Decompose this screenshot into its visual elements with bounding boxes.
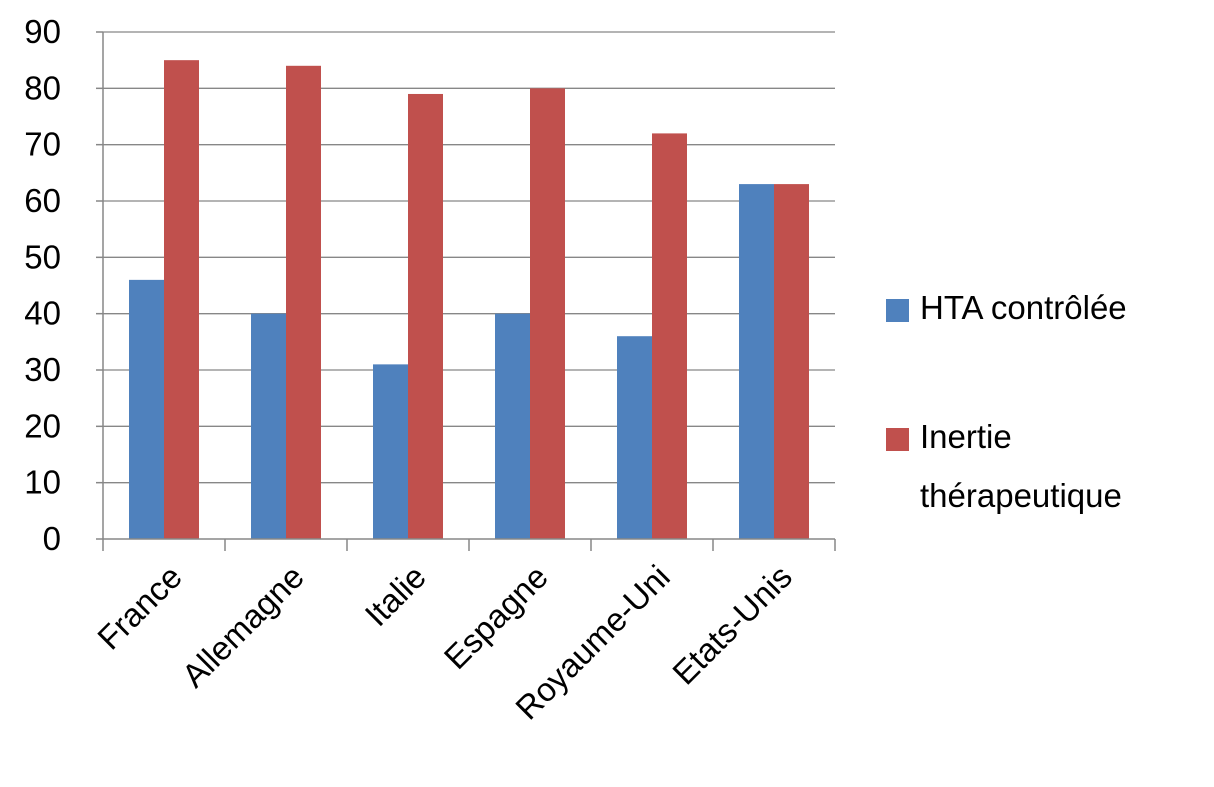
bar-inertie-therapeutique — [408, 93, 443, 539]
bar-hta-controlee — [129, 279, 164, 539]
axes — [96, 31, 836, 551]
gridlines — [103, 31, 835, 484]
y-tick-label: 40 — [24, 295, 61, 332]
y-tick-label: 20 — [24, 407, 61, 444]
bar-inertie-therapeutique — [530, 88, 565, 539]
x-tick-label: Etats-Unis — [665, 558, 799, 692]
y-tick-label: 30 — [24, 351, 61, 388]
y-tick-label: 50 — [24, 238, 61, 275]
legend-label: Inertie — [920, 418, 1012, 455]
bar-hta-controlee — [373, 364, 408, 539]
bar-inertie-therapeutique — [774, 184, 809, 539]
legend-label: thérapeutique — [920, 477, 1122, 514]
legend-label: HTA contrôlée — [920, 289, 1127, 326]
x-tick-label: France — [90, 558, 189, 657]
bar-hta-controlee — [739, 184, 774, 539]
bar-inertie-therapeutique — [164, 60, 199, 540]
x-tick-label: Allemagne — [175, 558, 311, 694]
x-tick-label: Italie — [357, 558, 432, 633]
bar-hta-controlee — [617, 336, 652, 539]
bar-inertie-therapeutique — [652, 133, 687, 539]
bars — [129, 60, 809, 540]
y-tick-label: 0 — [43, 520, 61, 557]
bar-hta-controlee — [495, 313, 530, 539]
legend: HTA contrôlée Inertie thérapeutique — [886, 289, 1127, 514]
bar-inertie-therapeutique — [286, 65, 321, 540]
legend-swatch — [886, 299, 909, 322]
y-tick-label: 90 — [24, 13, 61, 50]
y-tick-label: 10 — [24, 464, 61, 501]
y-tick-label: 80 — [24, 69, 61, 106]
x-tick-label: Espagne — [437, 558, 555, 676]
bar-hta-controlee — [251, 313, 286, 539]
legend-swatch — [886, 428, 909, 451]
y-tick-label: 60 — [24, 182, 61, 219]
y-tick-label: 70 — [24, 126, 61, 163]
y-tick-labels: 0 10 20 30 40 50 60 70 80 90 — [24, 13, 61, 557]
